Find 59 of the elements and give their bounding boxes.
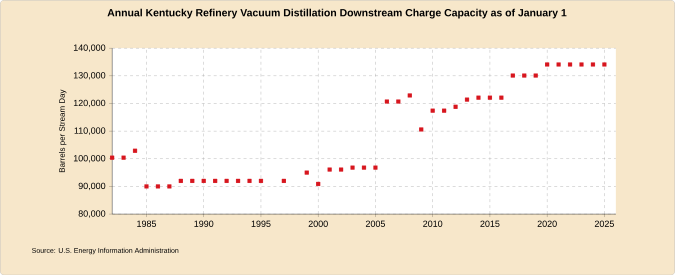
point — [556, 62, 561, 66]
point — [156, 184, 160, 188]
point — [328, 167, 332, 172]
y-tick-label: 140,000 — [74, 44, 106, 52]
x-tick-label: 1990 — [194, 220, 214, 227]
point — [545, 62, 550, 66]
point — [224, 178, 229, 183]
point — [579, 62, 584, 66]
point — [350, 165, 355, 170]
x-tick-label: 2015 — [480, 220, 500, 227]
x-tick-label: 2005 — [366, 220, 386, 227]
y-tick-label: 120,000 — [74, 100, 106, 108]
point — [339, 167, 344, 172]
point — [258, 178, 264, 183]
y-tick-label: 100,000 — [74, 154, 106, 162]
point — [316, 182, 320, 186]
point — [373, 165, 378, 170]
point — [590, 62, 596, 66]
point — [476, 95, 481, 100]
point — [488, 95, 492, 100]
point — [247, 178, 252, 183]
point — [453, 104, 458, 109]
point — [121, 155, 126, 160]
x-tick-label: 2025 — [594, 220, 614, 227]
point — [522, 73, 526, 78]
point — [602, 62, 606, 66]
point — [178, 178, 183, 183]
point — [304, 170, 309, 175]
point — [132, 148, 138, 153]
point — [396, 99, 400, 104]
y-tick-label: 80,000 — [78, 210, 106, 218]
chart-title: Annual Kentucky Refinery Vacuum Distillation Downstream Charge Capacity as of January 1 — [107, 8, 566, 18]
point — [202, 178, 206, 183]
point — [110, 155, 114, 160]
point — [167, 184, 172, 188]
point — [419, 127, 424, 132]
point — [362, 165, 366, 170]
y-tick-label: 90,000 — [78, 182, 106, 190]
point — [408, 93, 412, 98]
point — [144, 184, 149, 188]
point — [499, 95, 504, 100]
point — [236, 178, 240, 183]
point — [510, 73, 515, 78]
x-tick-label: 1995 — [252, 220, 271, 227]
point — [534, 73, 538, 78]
point — [464, 97, 470, 102]
point — [282, 178, 286, 183]
point — [190, 178, 194, 183]
y-tick-label: 110,000 — [74, 127, 106, 135]
x-tick-label: 1985 — [137, 220, 156, 227]
x-tick-label: 2020 — [538, 220, 557, 227]
point — [568, 62, 572, 66]
point — [213, 178, 218, 183]
y-tick-label: 130,000 — [74, 72, 106, 80]
x-tick-label: 2000 — [308, 220, 328, 227]
point — [430, 108, 435, 113]
x-tick-label: 2010 — [423, 220, 442, 227]
point — [384, 99, 389, 104]
point — [442, 108, 446, 113]
